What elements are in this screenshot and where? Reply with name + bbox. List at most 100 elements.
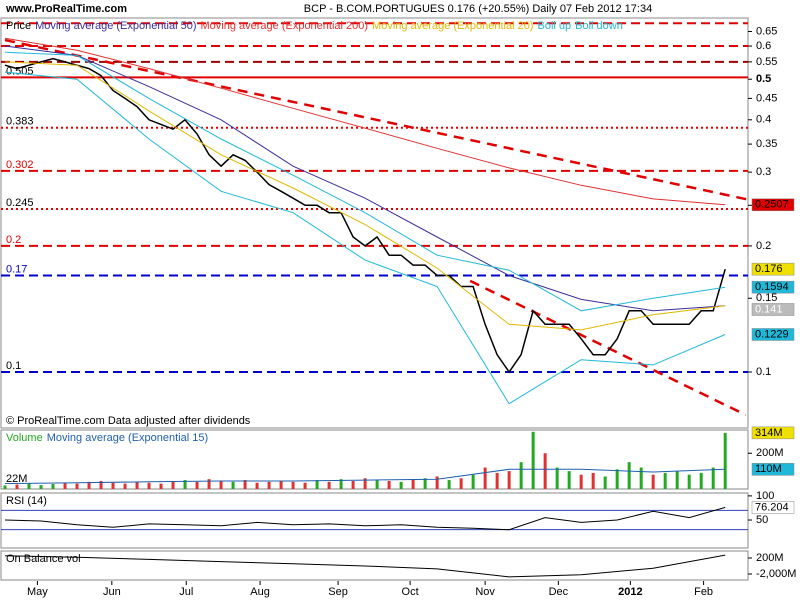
- volume-bar: [351, 480, 355, 489]
- volume-bar: [543, 453, 547, 489]
- y-tick-label: 0.3: [756, 166, 771, 178]
- level-label: 0.302: [6, 159, 34, 171]
- value-tag: [751, 426, 795, 440]
- trend-line: [469, 279, 747, 416]
- value-tag: [751, 463, 795, 476]
- x-tick-label: Nov: [475, 586, 495, 598]
- volume-bar: [279, 480, 283, 489]
- legend-entry: Boll down: [575, 20, 623, 32]
- x-tick-label: Jul: [179, 586, 193, 598]
- level-label: 0.383: [6, 116, 34, 128]
- volume-bar: [231, 481, 235, 489]
- series-line: [4, 61, 726, 331]
- volume-bar: [75, 483, 79, 489]
- level-label: 0.2: [6, 234, 21, 246]
- y-tick-label: 0.6: [756, 40, 771, 52]
- volume-bar: [63, 482, 67, 489]
- volume-bar: [555, 467, 559, 489]
- volume-bar: [507, 471, 511, 489]
- series-line: [4, 554, 726, 578]
- volume-bar: [183, 480, 187, 489]
- level-label: 0.245: [6, 197, 34, 209]
- x-tick-label: Jun: [103, 586, 121, 598]
- value-tag: [751, 198, 795, 212]
- volume-bar: [435, 476, 439, 489]
- series-line: [4, 45, 726, 312]
- series-line: [4, 468, 726, 485]
- y-tick-label: 0.1: [756, 366, 771, 378]
- volume-bar: [591, 472, 595, 489]
- volume-bar: [399, 481, 403, 489]
- volume-bar: [699, 472, 703, 489]
- annotation: 22M: [6, 473, 27, 485]
- volume-bar: [219, 480, 223, 489]
- value-tag: [751, 280, 795, 294]
- volume-bar: [375, 480, 379, 489]
- x-tick-label: Sep: [328, 586, 348, 598]
- legend-entry: Moving average (Exponential 50): [35, 20, 196, 32]
- panel: [0, 550, 749, 581]
- volume-bar: [111, 482, 115, 489]
- volume-bar: [651, 474, 655, 489]
- y-tick-label: 0.35: [756, 138, 777, 150]
- panel: [0, 17, 749, 429]
- site-name: www.ProRealTime.com: [5, 3, 127, 15]
- volume-bar: [483, 467, 487, 489]
- volume-bar: [147, 482, 151, 489]
- chart-title: BCP - B.COM.PORTUGUES 0.176 (+20.55%) Da…: [304, 3, 652, 15]
- x-tick-label: Feb: [694, 586, 713, 598]
- volume-bar: [567, 471, 571, 489]
- volume-bar: [663, 472, 667, 489]
- volume-bar: [315, 480, 319, 489]
- volume-bar: [27, 483, 31, 489]
- value-tag-label: 0.2507: [755, 199, 789, 211]
- volume-bar: [303, 482, 307, 489]
- legend-entry: Moving average (Exponential 15): [47, 432, 208, 444]
- volume-bar: [711, 467, 715, 489]
- volume-bar: [387, 480, 391, 489]
- volume-bar: [363, 478, 367, 489]
- volume-bar: [39, 485, 43, 489]
- volume-bar: [51, 483, 55, 489]
- y-tick-label: 0.4: [756, 114, 771, 126]
- volume-bar: [411, 479, 415, 489]
- series-line: [4, 506, 726, 531]
- y-tick-label: 0.5: [756, 73, 771, 85]
- value-tag: [751, 303, 795, 316]
- volume-bar: [423, 478, 427, 489]
- volume-bar: [579, 474, 583, 489]
- value-tag: [751, 262, 795, 276]
- y-tick-label: 200M: [756, 447, 784, 459]
- y-tick-label: 0.2: [756, 240, 771, 252]
- volume-bar: [603, 476, 607, 489]
- x-tick-label: Aug: [250, 586, 270, 598]
- volume-bar: [123, 483, 127, 489]
- y-tick-label: 0.65: [756, 25, 777, 37]
- level-label: 0.1: [6, 360, 21, 372]
- legend-entry: Moving average (Exponential 20): [372, 20, 533, 32]
- volume-bar: [159, 483, 163, 489]
- value-tag: [751, 501, 795, 514]
- legend-entry: Boll up: [537, 20, 571, 32]
- volume-bar: [687, 474, 691, 489]
- volume-bar: [3, 485, 7, 489]
- volume-bar: [723, 432, 727, 489]
- value-tag-label: 110M: [755, 463, 782, 475]
- series-line: [4, 71, 726, 405]
- y-tick-label: 0.15: [756, 292, 777, 304]
- volume-bar: [243, 480, 247, 489]
- volume-bar: [135, 481, 139, 489]
- volume-bar: [615, 469, 619, 489]
- level-label: 0.17: [6, 263, 27, 275]
- footnote: © ProRealTime.com Data adjusted after di…: [6, 415, 251, 427]
- y-tick-label: 200M: [756, 552, 784, 564]
- volume-bar: [195, 481, 199, 489]
- value-tag-label: 0.1594: [755, 281, 789, 293]
- volume-bar: [459, 478, 463, 489]
- volume-bar: [627, 462, 631, 489]
- legend-entry: Moving average (Exponential 200): [201, 20, 369, 32]
- series-line: [4, 37, 726, 206]
- volume-bar: [87, 481, 91, 489]
- panel: [0, 429, 749, 490]
- legend-entry: On Balance vol: [6, 553, 81, 565]
